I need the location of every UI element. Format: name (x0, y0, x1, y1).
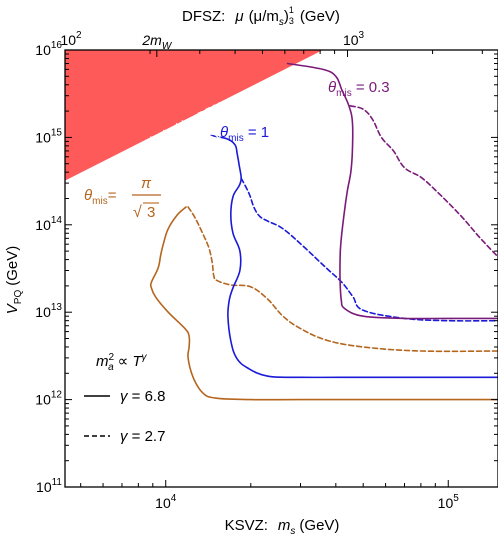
svg-text:√: √ (133, 204, 142, 221)
series-theta-0.3-gamma-6-8 (286, 62, 498, 320)
legend: m2 a ∝ Tγ γ = 6.8 γ = 2.7 (84, 352, 165, 445)
x-axis-title-top: DFSZ: μ (μ/ms)1 3 (GeV) (182, 5, 340, 28)
y-tick-label: 1012 (35, 390, 62, 408)
svg-text:3: 3 (147, 204, 155, 221)
series-theta-1-gamma-6-8 (210, 134, 498, 379)
series-theta-pi-over-root3-gamma-2-7 (187, 206, 498, 353)
x-top-tick-label: 103 (343, 30, 365, 48)
y-tick-label: 1015 (35, 127, 62, 145)
x-top-tick-label: 102 (60, 30, 82, 48)
series-theta-1-gamma-2-7 (240, 177, 498, 322)
excluded-region (65, 50, 323, 181)
theta-1-label: θmis = 1 (220, 124, 269, 144)
legend-gamma-68: γ = 6.8 (120, 388, 165, 405)
x-top-tick-label-2mw: 2mW (141, 32, 172, 52)
y-tick-label: 1016 (35, 40, 62, 58)
y-axis-title: VPQ(GeV) (4, 246, 24, 314)
y-tick-label: 1014 (35, 215, 62, 233)
y-tick-label: 1011 (36, 477, 62, 495)
svg-text:π: π (141, 175, 152, 192)
x-axis-title-bottom: KSVZ: ms (GeV) (225, 517, 340, 537)
svg-text:θmis=: θmis= (84, 187, 117, 207)
theta-03-label: θmis = 0.3 (328, 79, 390, 99)
x-tick-label: 104 (155, 493, 177, 511)
series-theta-0.3-gamma-2-7 (349, 105, 498, 258)
legend-gamma-27: γ = 2.7 (120, 428, 165, 445)
y-tick-label: 1013 (35, 302, 62, 320)
x-tick-label: 105 (438, 493, 460, 511)
theta-pi-label: θmis= π √ 3 (84, 175, 161, 221)
plot-frame (64, 49, 498, 488)
legend-title: m2 a ∝ Tγ (96, 352, 148, 373)
series-theta-pi-over-root3-gamma-6-8 (149, 206, 498, 401)
